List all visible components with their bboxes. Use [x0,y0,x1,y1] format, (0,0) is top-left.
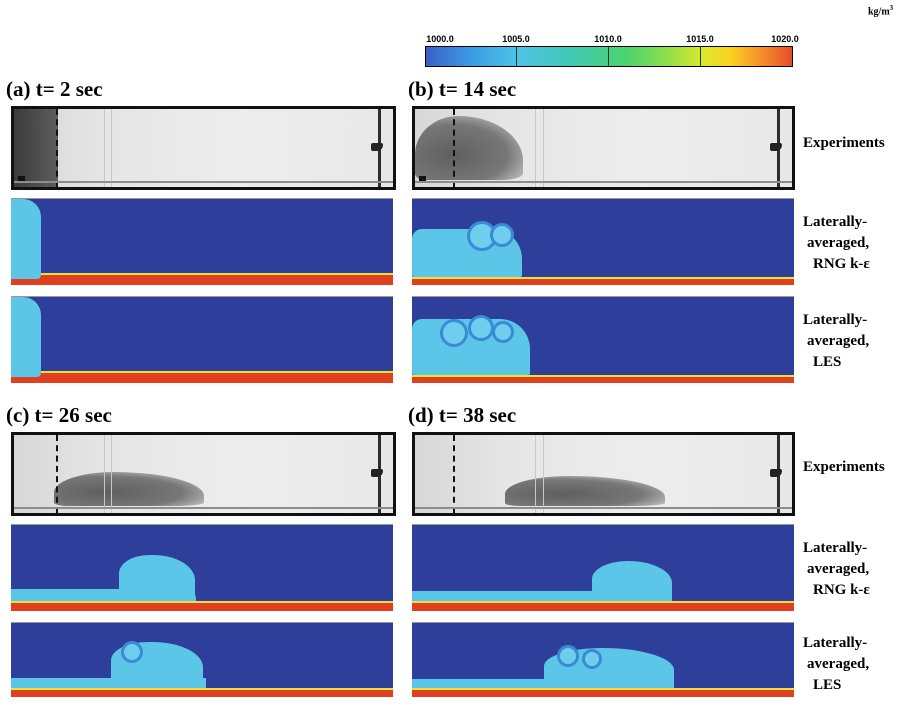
colorbar-tick: 1005.0 [502,34,530,44]
rng-simulation-b [412,198,794,285]
les-simulation-a [11,296,393,383]
experiment-photo-c [11,432,396,516]
colorbar-tick: 1015.0 [686,34,714,44]
les-simulation-b [412,296,794,383]
density-colorbar [425,46,793,67]
panel-title-b: (b) t= 14 sec [408,77,517,101]
row-label-experiments: Experiments [803,459,885,475]
rng-simulation-d [412,524,794,611]
row-label-rng: Laterally- averaged, RNG k-ε [803,540,870,598]
row-label-les: Laterally- averaged, LES [803,635,870,693]
les-simulation-c [11,622,393,697]
panel-title-d: (d) t= 38 sec [408,403,517,427]
row-label-les: Laterally- averaged, LES [803,312,870,370]
colorbar-unit: kg/m3 [868,4,894,18]
les-simulation-d [412,622,794,697]
row-label-rng: Laterally- averaged, RNG k-ε [803,214,870,272]
rng-simulation-c [11,524,393,611]
experiment-photo-d [412,432,795,516]
colorbar-tick: 1010.0 [594,34,622,44]
panel-title-c: (c) t= 26 sec [6,403,112,427]
panel-title-a: (a) t= 2 sec [6,77,103,101]
row-label-experiments: Experiments [803,135,885,151]
experiment-photo-a [11,106,396,190]
experiment-photo-b [412,106,795,190]
colorbar-tick: 1020.0 [771,34,799,44]
colorbar-tick: 1000.0 [426,34,454,44]
rng-simulation-a [11,198,393,285]
